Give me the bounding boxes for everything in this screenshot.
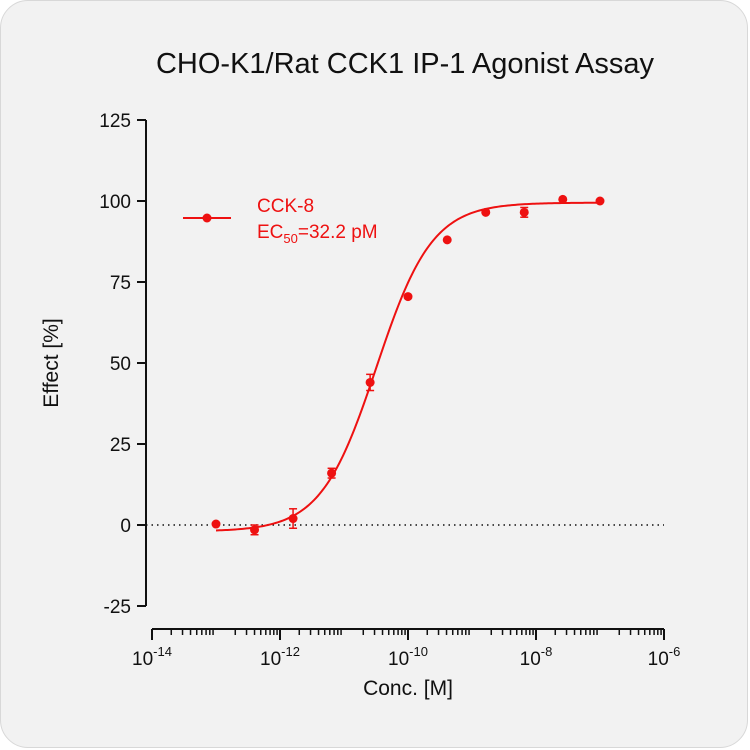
data-points: [211, 194, 605, 536]
axes: -25 0 25 50 75 100 125 10-14 10-12 10-10 10-8 10-6: [99, 111, 680, 670]
data-point: [595, 196, 605, 206]
data-point: [211, 519, 221, 529]
data-point: [288, 514, 298, 524]
x-tick-label: 10-8: [520, 644, 553, 670]
x-tick-label: 10-14: [132, 644, 172, 670]
fit-curve: [215, 201, 600, 532]
y-tick-label: 25: [110, 435, 131, 456]
fit-line: [215, 201, 600, 532]
x-tick-label: 10-10: [388, 644, 428, 670]
legend: CCK-8 EC50=32.2 pM: [183, 196, 378, 246]
y-tick-label: -25: [104, 597, 131, 618]
y-tick-label: 75: [110, 273, 131, 294]
x-tick-label: 10-12: [260, 644, 300, 670]
y-tick-label: 125: [99, 111, 131, 132]
data-point: [365, 377, 375, 387]
data-point: [558, 194, 568, 204]
data-point: [481, 207, 491, 217]
y-tick-label: 50: [110, 354, 131, 375]
data-point: [403, 292, 413, 302]
y-axis-label: Effect [%]: [40, 318, 63, 408]
y-tick-label: 0: [120, 516, 131, 537]
legend-series-name: CCK-8: [257, 196, 314, 217]
y-tick-label: 100: [99, 192, 131, 213]
chart-title: CHO-K1/Rat CCK1 IP-1 Agonist Assay: [155, 48, 655, 80]
legend-marker: [202, 213, 212, 223]
data-point: [250, 525, 260, 535]
x-tick-label: 10-6: [648, 644, 681, 670]
data-point: [327, 468, 337, 478]
data-point: [519, 207, 529, 217]
x-axis-label: Conc. [M]: [363, 677, 453, 700]
legend-ec50: EC50=32.2 pM: [257, 222, 378, 246]
data-point: [442, 235, 452, 245]
